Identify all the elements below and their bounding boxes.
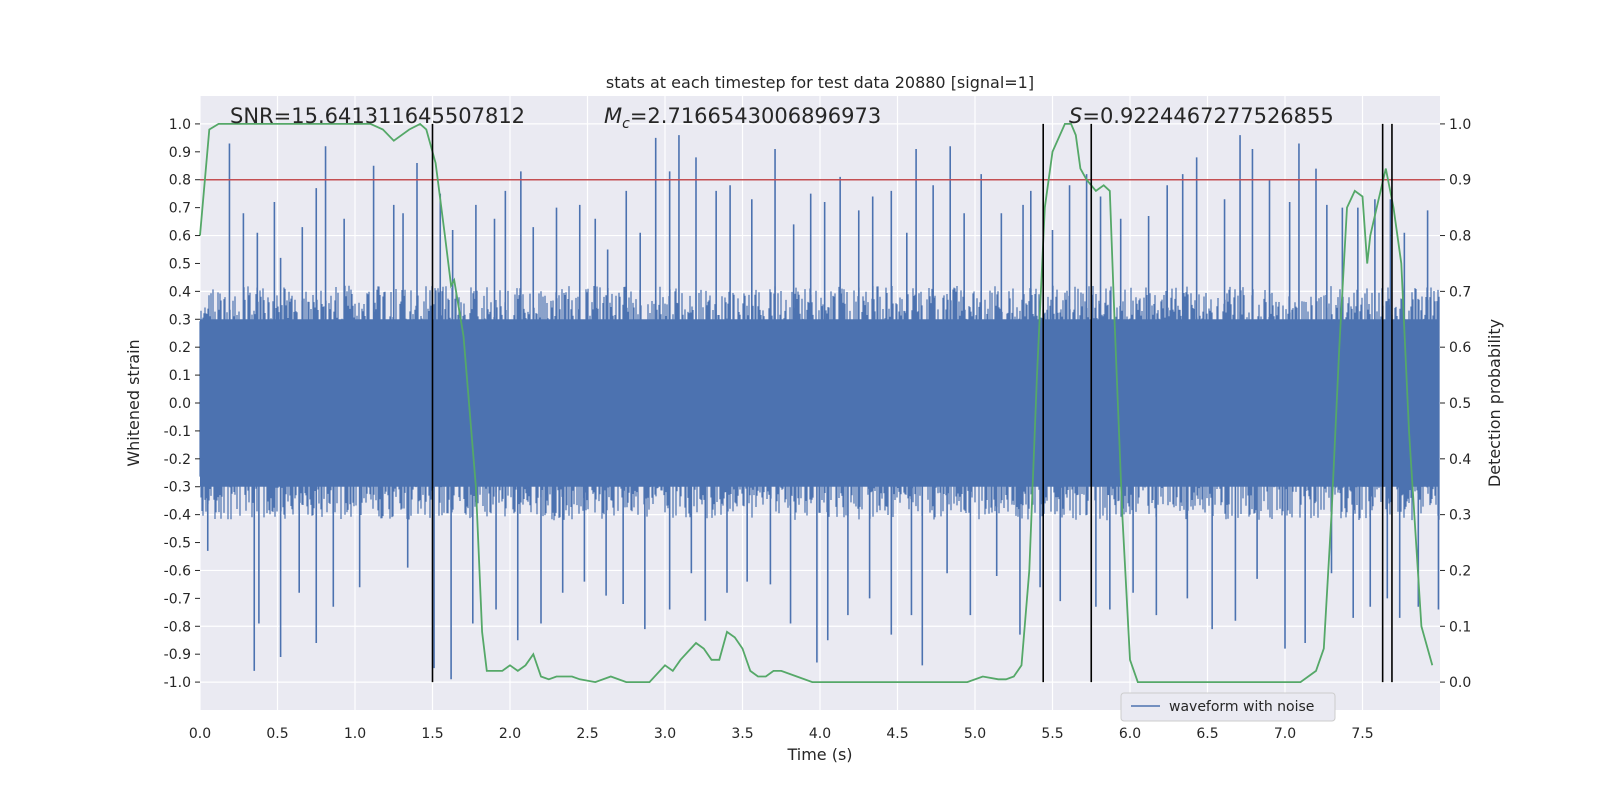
y-tick-label: 0.2 [169, 340, 191, 356]
x-tick-label: 1.5 [421, 726, 443, 742]
strain-core-band [200, 319, 1440, 487]
legend-label: waveform with noise [1169, 699, 1314, 715]
y-tick-label: 0.5 [169, 256, 191, 272]
x-tick-label: 4.5 [886, 726, 908, 742]
y-tick-label: -0.2 [164, 452, 191, 468]
x-tick-label: 5.0 [964, 726, 986, 742]
y2-axis-ticks: 1.0 0.9 0.8 0.7 0.6 0.5 0.4 0.3 0.2 0.1 0.0 [1440, 117, 1471, 691]
y-tick-label: 0.9 [169, 145, 191, 161]
y-axis-label: Whitened strain [124, 339, 143, 466]
probability-line [199, 122, 1434, 684]
y-tick-label: 0.3 [169, 312, 191, 328]
x-tick-label: 0.0 [189, 726, 211, 742]
x-tick-label: 3.0 [654, 726, 676, 742]
y2-tick-label: 0.7 [1449, 284, 1471, 300]
legend: waveform with noise [1120, 692, 1336, 722]
x-tick-label: 5.5 [1041, 726, 1063, 742]
x-tick-label: 1.0 [344, 726, 366, 742]
y2-tick-label: 0.8 [1449, 229, 1471, 245]
vertical-markers [431, 123, 1393, 683]
y2-tick-label: 0.0 [1449, 675, 1471, 691]
y-tick-label: -0.7 [164, 591, 191, 607]
y2-tick-label: 0.5 [1449, 396, 1471, 412]
chart-title: stats at each timestep for test data 208… [606, 73, 1034, 92]
y2-tick-label: 1.0 [1449, 117, 1471, 133]
y2-tick-label: 0.4 [1449, 452, 1471, 468]
x-tick-label: 6.5 [1196, 726, 1218, 742]
y-tick-label: -0.8 [164, 619, 191, 635]
s-value: =0.9224467277526855 [1082, 104, 1333, 128]
chirp-mass-annotation: Mc=2.7166543006896973 [604, 104, 881, 132]
chirp-mass-value: =2.7166543006896973 [630, 104, 881, 128]
y-tick-label: -0.1 [164, 424, 191, 440]
y-tick-label: -0.4 [164, 508, 191, 524]
x-tick-label: 4.0 [809, 726, 831, 742]
y-tick-label: -0.9 [164, 647, 191, 663]
chirp-mass-subscript: c [622, 116, 630, 132]
y2-tick-label: 0.6 [1449, 340, 1471, 356]
chirp-mass-symbol: M [604, 104, 622, 128]
legend-box [1120, 692, 1336, 722]
y2-tick-label: 0.3 [1449, 508, 1471, 524]
x-axis-label: Time (s) [786, 745, 852, 764]
y2-tick-label: 0.2 [1449, 563, 1471, 579]
x-tick-label: 2.0 [499, 726, 521, 742]
y2-tick-label: 0.9 [1449, 173, 1471, 189]
y-axis-ticks: 1.0 0.9 0.8 0.7 0.6 0.5 0.4 0.3 0.2 0.1 0.0 -0.1 -0.… [164, 117, 200, 691]
x-tick-label: 7.5 [1351, 726, 1373, 742]
y2-axis-label: Detection probability [1485, 319, 1504, 487]
y-tick-label: -0.5 [164, 536, 191, 552]
y-tick-label: 0.8 [169, 173, 191, 189]
y-tick-label: 0.4 [169, 284, 191, 300]
y-tick-label: 0.6 [169, 229, 191, 245]
x-tick-label: 2.5 [576, 726, 598, 742]
y-tick-label: -1.0 [164, 675, 191, 691]
s-symbol: S [1069, 104, 1082, 128]
probability-series [199, 122, 1434, 684]
x-axis-ticks: 0.0 0.5 1.0 1.5 2.0 2.5 3.0 3.5 4.0 4.5 5.0 5.5 6.0 6… [189, 726, 1374, 742]
s-annotation: S=0.9224467277526855 [1069, 104, 1334, 128]
y-tick-label: -0.6 [164, 563, 191, 579]
y2-tick-label: 0.1 [1449, 619, 1471, 635]
y-tick-label: 0.1 [169, 368, 191, 384]
y-tick-label: 1.0 [169, 117, 191, 133]
x-tick-label: 0.5 [266, 726, 288, 742]
snr-annotation: SNR=15.641311645507812 [230, 104, 525, 128]
y-tick-label: 0.7 [169, 201, 191, 217]
x-tick-label: 6.0 [1119, 726, 1141, 742]
x-tick-label: 3.5 [731, 726, 753, 742]
y-tick-label: -0.3 [164, 480, 191, 496]
x-tick-label: 7.0 [1274, 726, 1296, 742]
y-tick-label: 0.0 [169, 396, 191, 412]
